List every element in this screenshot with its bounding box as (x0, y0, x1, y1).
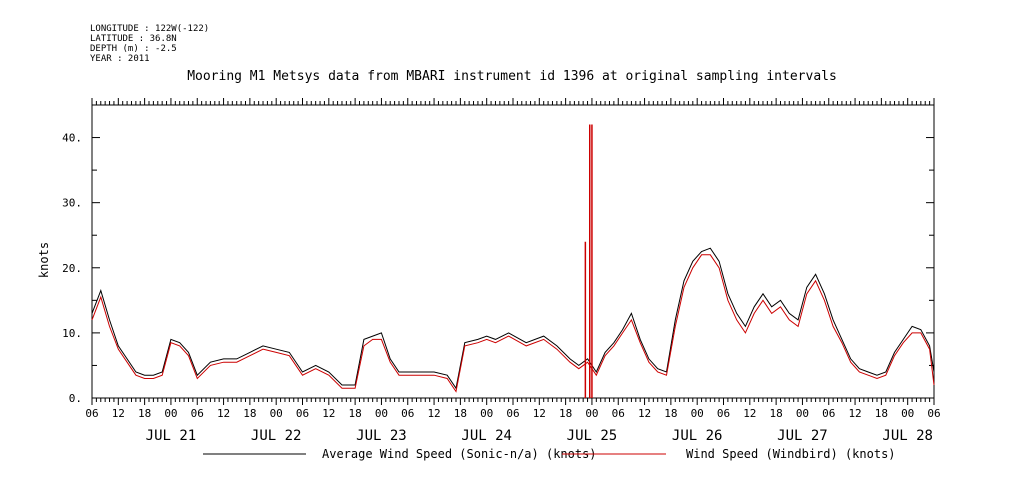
x-hour-label: 06 (612, 407, 625, 420)
x-day-label: JUL 28 (882, 428, 933, 444)
x-day-label: JUL 24 (461, 428, 512, 444)
depth-text: DEPTH (m) : -2.5 (90, 44, 177, 54)
plot-frame (91, 104, 935, 399)
x-hour-label: 12 (533, 407, 546, 420)
x-hour-label: 00 (796, 407, 809, 420)
x-hour-label: 18 (454, 407, 467, 420)
y-tick-label: 40. (62, 132, 82, 145)
x-day-label: JUL 22 (251, 428, 302, 444)
year-text: YEAR : 2011 (90, 54, 150, 64)
metadata-block: LONGITUDE : 122W(-122) LATITUDE : 36.8N … (90, 24, 209, 64)
x-hour-label: 18 (243, 407, 256, 420)
x-hour-label: 00 (691, 407, 704, 420)
chart-title: Mooring M1 Metsys data from MBARI instru… (187, 69, 837, 84)
y-tick-label: 20. (62, 262, 82, 275)
x-hour-label: 12 (743, 407, 756, 420)
x-hour-label: 06 (401, 407, 414, 420)
x-hour-label: 12 (427, 407, 440, 420)
x-hour-label: 18 (875, 407, 888, 420)
x-hour-label: 06 (717, 407, 730, 420)
x-hour-label: 18 (349, 407, 362, 420)
x-day-label: JUL 26 (672, 428, 723, 444)
x-day-label: JUL 21 (146, 428, 197, 444)
y-tick-label: 10. (62, 327, 82, 340)
y-tick-label: 0. (69, 392, 82, 405)
x-hour-label: 18 (664, 407, 677, 420)
latitude-text: LATITUDE : 36.8N (90, 34, 177, 44)
x-day-label: JUL 25 (567, 428, 618, 444)
x-axis: 06 12 18 00 06 12 18 00 06 12 18 00 06 12 18 00 06 12 18 00… (85, 98, 941, 444)
x-hour-label: 00 (164, 407, 177, 420)
x-hour-label: 00 (901, 407, 914, 420)
x-hour-label: 12 (848, 407, 861, 420)
series-line-2 (91, 254, 935, 393)
x-hour-label: 06 (85, 407, 98, 420)
x-hour-label: 18 (138, 407, 151, 420)
x-hour-label: 12 (217, 407, 230, 420)
x-hour-label: 12 (112, 407, 125, 420)
x-hour-label: 06 (506, 407, 519, 420)
legend-label-2: Wind Speed (Windbird) (knots) (686, 447, 896, 461)
x-hour-label: 12 (322, 407, 335, 420)
x-hour-label: 18 (559, 407, 572, 420)
x-hour-label: 00 (480, 407, 493, 420)
x-hour-label: 06 (927, 407, 940, 420)
legend: Average Wind Speed (Sonic-n/a) (knots) Wi… (203, 447, 896, 461)
x-hour-label: 18 (770, 407, 783, 420)
series-line-1 (91, 247, 935, 390)
x-hour-label: 06 (822, 407, 835, 420)
x-hour-label: 06 (191, 407, 204, 420)
x-day-label: JUL 27 (777, 428, 828, 444)
series-layer (91, 124, 935, 398)
x-hour-label: 00 (270, 407, 283, 420)
y-axis: 0. 10. 20. 30. 40. (62, 104, 934, 405)
x-hour-label: 12 (638, 407, 651, 420)
x-day-label: JUL 23 (356, 428, 407, 444)
x-hour-label: 00 (585, 407, 598, 420)
x-hour-label: 06 (296, 407, 309, 420)
longitude-text: LONGITUDE : 122W(-122) (90, 24, 209, 34)
legend-label-1: Average Wind Speed (Sonic-n/a) (knots) (322, 447, 597, 461)
y-tick-label: 30. (62, 197, 82, 210)
x-hour-label: 00 (375, 407, 388, 420)
y-axis-label: knots (37, 242, 51, 278)
